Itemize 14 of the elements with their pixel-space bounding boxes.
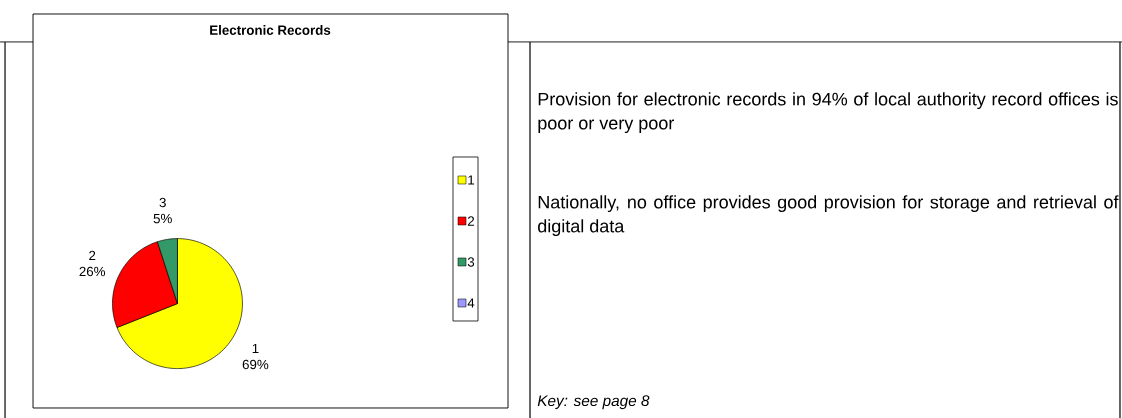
legend-label: 1 bbox=[468, 175, 475, 185]
text: Provision for electronic records in 94% of local authority record offices is poor or very poor bbox=[538, 92, 1118, 134]
slice-label: 1 bbox=[252, 343, 259, 354]
legend-label: 4 bbox=[467, 298, 475, 308]
slice-label: 2 bbox=[89, 250, 96, 261]
data-label: 5% bbox=[153, 213, 172, 224]
legend-label: 3 bbox=[467, 257, 475, 267]
data-label: 69% bbox=[242, 359, 269, 370]
legend-label: 2 bbox=[467, 216, 475, 226]
chart-title: Electronic Records bbox=[210, 25, 331, 35]
slice-label: 3 bbox=[159, 197, 166, 208]
text: Nationally, no office provides good provision for storage and retrieval of digital data bbox=[538, 195, 1119, 237]
text: Key: see page 8 bbox=[537, 395, 650, 410]
data-label: 26% bbox=[79, 266, 106, 277]
